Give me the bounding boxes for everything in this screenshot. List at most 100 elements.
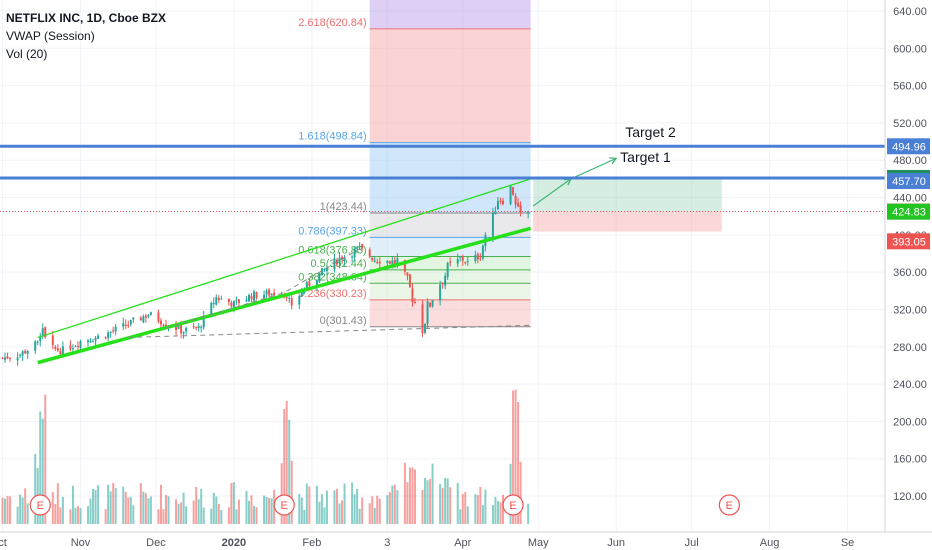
volume-bar [449,487,452,524]
candle-body [97,335,100,339]
time-tick-label: Se [841,537,854,549]
candle-body [94,337,97,341]
volume-bar [177,504,180,524]
position-stop-zone[interactable] [533,211,722,232]
candle-body [104,337,107,339]
time-tick-label: Feb [302,537,321,549]
volume-bar [499,502,502,524]
candle-body [441,282,444,285]
volume-bar [87,506,90,524]
candle-body [393,260,396,264]
target-arrow[interactable] [532,178,572,207]
candle-body [164,324,167,327]
earnings-marker[interactable] [718,494,740,516]
volume-bar [325,490,328,524]
candle-body [431,300,434,307]
price-tag-bg[interactable] [887,203,930,220]
volume-bar [338,503,341,524]
earnings-marker[interactable] [273,494,295,516]
earnings-marker[interactable] [502,494,524,516]
candle-body [429,302,432,307]
candle-body [237,299,240,304]
fib-level-label: 0.5(362.44) [310,258,366,270]
volume-bar [446,478,449,524]
channel-trendline[interactable] [37,178,531,339]
candle-body [270,293,273,295]
volume-bar [476,494,479,524]
earnings-marker[interactable] [29,494,51,516]
price-tag-label: 424.83 [892,207,926,219]
volume-bar [227,507,230,524]
volume-bar [509,463,512,524]
candle-body [446,262,449,278]
price-tick-label: 480.00 [893,155,927,167]
candle-body [245,299,248,302]
symbol-title[interactable]: NETFLIX INC, 1D, Cboe BZX [6,11,167,25]
target-label-2[interactable]: Target 2 [625,124,676,140]
volume-bar [104,509,107,524]
price-tag-bg[interactable] [887,138,930,155]
price-tick-label: 560.00 [893,81,927,93]
candle-body [92,341,95,343]
candle-body [220,298,223,300]
target-arrow[interactable] [570,157,617,180]
volume-bar [127,497,130,524]
candle-body [318,273,321,283]
time-tick-label: Apr [454,537,471,549]
vwap-indicator-label[interactable]: VWAP (Session) [6,29,95,43]
volume-bar [481,505,484,524]
candle-body [300,291,303,297]
midline-dashed[interactable] [165,248,360,329]
time-tick-label: 3 [384,537,390,549]
dashed-trendline[interactable] [128,324,531,338]
candle-body [177,325,180,329]
price-tag-bg[interactable] [887,173,930,190]
candle-body [391,260,394,265]
target-label-1[interactable]: Target 1 [620,149,671,165]
volume-bar [26,503,29,524]
fibonacci-extension[interactable]: 2.618(620.84) 1.618(498.84) 1(423.44) 0.786… [298,0,531,328]
candle-body [351,256,354,258]
volume-bar [373,508,376,524]
volume-bar [353,494,356,524]
candle-body [79,341,82,349]
chart-legend: NETFLIX INC, 1D, Cboe BZX VWAP (Session)… [6,9,166,63]
candle-body [197,326,200,329]
price-tick-label: 600.00 [893,43,927,55]
volume-bar [39,411,42,524]
price-tick-label: 360.00 [893,267,927,279]
volume-bar [185,506,188,524]
candle-body [124,324,127,327]
time-tick-label: May [528,537,549,549]
position-profit-zone[interactable] [533,177,722,212]
candle-body [403,260,406,272]
volume-bar [255,507,258,524]
volume-bar [250,495,253,524]
volume-bar [147,498,150,524]
volume-bars [1,389,530,524]
volume-bar [4,498,7,524]
fib-band [369,28,531,143]
horizontal-levels[interactable]: Target 1 Target 2 [0,124,885,213]
volume-bar [79,508,82,524]
volume-bar [202,507,205,524]
fib-band [369,237,531,257]
volume-bar [429,478,432,524]
volume-bar [466,506,469,524]
price-tag-bg[interactable] [887,233,930,250]
volume-bar [288,419,291,524]
candle-body [180,324,183,333]
earnings-marker-label: E [281,500,288,512]
candle-body [343,256,346,261]
price-axis[interactable]: 640.00600.00560.00520.00480.00440.00400.… [884,0,932,550]
candle-body [69,345,72,350]
candle-body [16,357,19,361]
candle-body [406,272,409,276]
volume-indicator-label[interactable]: Vol (20) [6,47,48,61]
volume-bar [51,492,54,524]
channel-trendline[interactable] [37,226,532,365]
time-axis[interactable]: ct Nov Dec 2020 Feb 3 Apr May Jun Jul Aug Se [0,531,932,550]
candle-body [371,258,374,261]
